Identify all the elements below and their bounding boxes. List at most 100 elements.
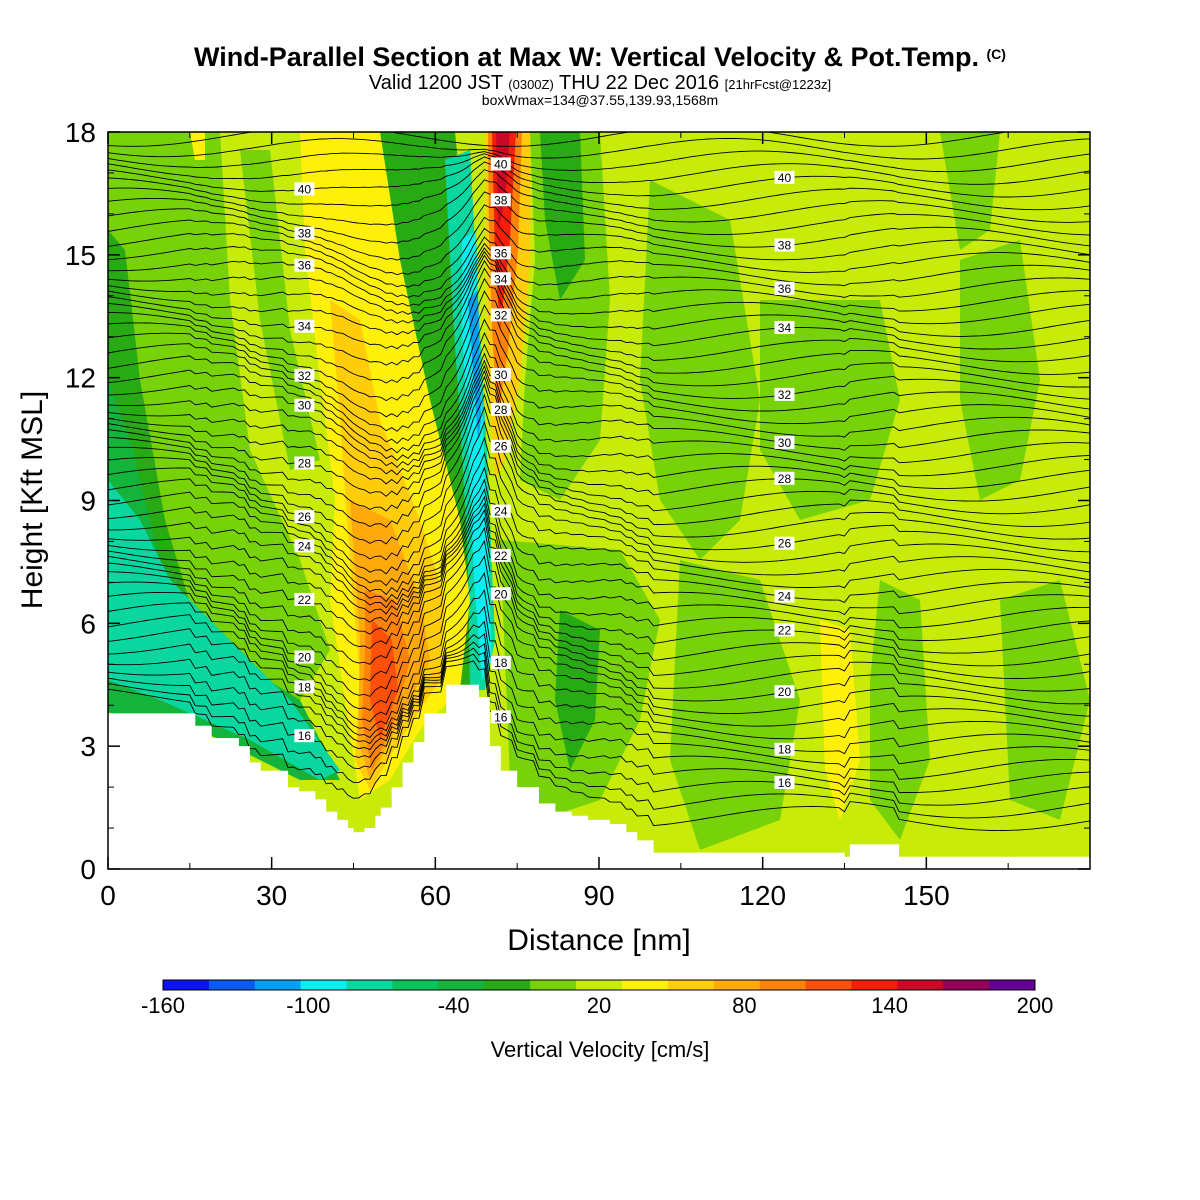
colorbar-swatch (484, 980, 531, 990)
contour-label-box (774, 589, 795, 603)
theta-contour-line (108, 653, 1090, 819)
theta-contour-line (108, 571, 1090, 727)
contour-label-box (774, 536, 795, 550)
contour-label-box (490, 655, 511, 669)
contour-label: 34 (294, 319, 315, 334)
contour-label-text: 38 (494, 193, 508, 207)
theta-contour-line (108, 250, 1090, 337)
colorbar-swatch (438, 980, 485, 990)
theta-contour-line (108, 138, 1090, 160)
field-green-right-4 (870, 580, 930, 840)
colorbar-swatch (897, 980, 944, 990)
contour-label: 16 (774, 775, 795, 790)
x-tick-label: 60 (420, 880, 451, 911)
theta-contour-line (108, 605, 1090, 755)
colorbar-swatch (943, 980, 990, 990)
contour-label: 38 (490, 193, 511, 207)
contour-label: 36 (774, 281, 795, 296)
contour-label-text: 20 (494, 587, 508, 601)
x-axis-title: Distance [nm] (507, 924, 690, 957)
contour-label-text: 24 (298, 539, 312, 553)
contour-label: 20 (294, 650, 315, 665)
theta-contour-line (108, 487, 1090, 629)
theta-contour-line (108, 156, 1090, 198)
contour-label-text: 16 (298, 729, 312, 743)
colorbar-swatch (851, 980, 898, 990)
theta-contour-line (108, 191, 1090, 261)
contour-label: 28 (490, 402, 511, 417)
theta-contour-line (108, 247, 1090, 325)
field-green-right-core (540, 132, 585, 300)
colorbar-swatch (163, 980, 210, 990)
theta-contour-line (108, 369, 1090, 502)
contour-label-text: 30 (494, 368, 508, 382)
contour-label-box (490, 157, 511, 171)
theta-contour-line (108, 383, 1090, 528)
colorbar: -160 -100 -40 20 80 140 200 (141, 979, 1053, 1018)
theta-contour-line (108, 478, 1090, 616)
contour-label: 30 (774, 435, 795, 450)
contour-label-text: 34 (298, 320, 312, 334)
x-tick-label: 90 (583, 880, 614, 911)
contour-label-text: 22 (778, 623, 792, 637)
contour-label: 34 (490, 272, 511, 286)
colorbar-frame (162, 979, 1036, 991)
contour-label: 32 (490, 308, 511, 322)
terrain-mask (108, 684, 1090, 869)
theta-contour-line (108, 216, 1090, 288)
contour-label-box (490, 308, 511, 322)
contour-label-text: 34 (778, 321, 792, 335)
theta-contour-line (108, 647, 1090, 806)
theta-contour-line (108, 259, 1090, 366)
chart-title: Wind-Parallel Section at Max W: Vertical… (0, 42, 1200, 73)
field-downdraft-core (468, 290, 481, 440)
colorbar-swatch (805, 980, 852, 990)
colorbar-swatch (254, 980, 302, 990)
contour-label-box (490, 439, 511, 453)
contour-label: 18 (294, 680, 315, 694)
theta-contour-line (108, 204, 1090, 276)
theta-contour-line (108, 318, 1090, 444)
y-tick-label: 15 (65, 240, 96, 271)
contour-label-box (294, 368, 315, 382)
contour-label-text: 40 (298, 182, 312, 196)
contour-label-box (294, 729, 315, 743)
colorbar-tick-label: 140 (871, 993, 908, 1018)
field-green-right-3 (670, 560, 800, 850)
copyright-mark: (C) (986, 46, 1006, 62)
y-tick-label: 18 (65, 117, 96, 148)
contour-label-box (774, 775, 795, 789)
contour-label: 18 (774, 742, 795, 757)
theta-contour-line (108, 633, 1090, 780)
field-yellow-right (820, 620, 860, 820)
contour-label-box (490, 710, 511, 724)
contour-label-box (490, 368, 511, 382)
contour-label-box (774, 471, 795, 485)
contour-label-text: 26 (494, 440, 508, 454)
box-info: boxWmax=134@37.55,139.93,1568m (481, 92, 719, 108)
contour-label: 26 (490, 439, 511, 454)
theta-contour-line (108, 620, 1090, 768)
valid-prefix: Valid 1200 JST (368, 72, 503, 94)
field-green-right-1 (640, 180, 760, 560)
y-tick-label: 0 (80, 854, 96, 885)
theta-contour-line (108, 554, 1090, 717)
contour-label-box (294, 539, 315, 553)
contour-label-text: 32 (298, 369, 312, 383)
field-cyan-left (108, 480, 340, 780)
contour-label-box (774, 281, 795, 295)
contour-label: 24 (294, 539, 315, 553)
theta-contour-line (108, 242, 1090, 315)
contour-label-box (490, 587, 511, 601)
contour-label: 40 (294, 182, 315, 196)
theta-contour-line (108, 304, 1090, 432)
theta-contour-line (108, 375, 1090, 515)
theta-contour-line (108, 495, 1090, 641)
theta-contour-line (108, 359, 1090, 477)
contour-label: 36 (490, 246, 511, 260)
theta-contour-line (108, 393, 1090, 545)
theta-contour-line (108, 290, 1090, 418)
contour-label: 24 (774, 589, 795, 604)
colorbar-swatch (713, 980, 761, 990)
colorbar-swatch (576, 980, 623, 990)
